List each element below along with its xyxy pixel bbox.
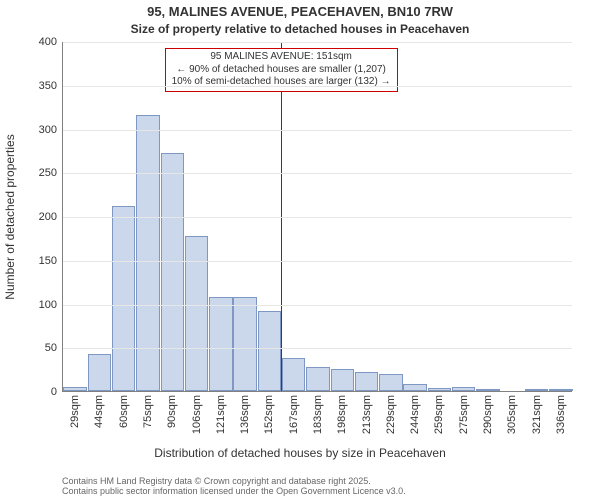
histogram-bar — [452, 387, 475, 391]
histogram-bar — [63, 387, 86, 391]
histogram-bar — [306, 367, 329, 392]
x-tick-label: 121sqm — [215, 395, 227, 434]
histogram-bar — [209, 297, 232, 392]
x-tick-label: 167sqm — [288, 395, 300, 434]
histogram-bar — [549, 389, 572, 391]
x-tick-label: 75sqm — [142, 395, 154, 428]
y-gridline — [63, 86, 572, 87]
x-tick-label: 198sqm — [336, 395, 348, 434]
x-tick-label: 336sqm — [555, 395, 567, 434]
x-tick-label: 152sqm — [263, 395, 275, 434]
plot-area: Number of detached properties 95 MALINES… — [62, 42, 572, 392]
histogram-bar — [233, 297, 256, 392]
x-tick-label: 305sqm — [506, 395, 518, 434]
y-gridline — [63, 348, 572, 349]
x-tick-label: 290sqm — [482, 395, 494, 434]
x-tick-label: 229sqm — [385, 395, 397, 434]
y-axis-label: Number of detached properties — [3, 134, 17, 299]
histogram-bar — [379, 374, 402, 392]
chart-subtitle: Size of property relative to detached ho… — [0, 22, 600, 36]
chart-title: 95, MALINES AVENUE, PEACEHAVEN, BN10 7RW — [0, 4, 600, 19]
x-tick-label: 106sqm — [191, 395, 203, 434]
x-tick-label: 244sqm — [409, 395, 421, 434]
histogram-bar — [258, 311, 281, 392]
y-tick-label: 150 — [39, 255, 63, 267]
y-tick-label: 300 — [39, 124, 63, 136]
histogram-bar — [282, 358, 305, 391]
histogram-bar — [88, 354, 111, 391]
y-gridline — [63, 217, 572, 218]
x-tick-label: 136sqm — [239, 395, 251, 434]
annotation-line: ← 90% of detached houses are smaller (1,… — [172, 64, 391, 77]
histogram-bar — [331, 369, 354, 391]
y-tick-label: 0 — [51, 386, 63, 398]
y-gridline — [63, 130, 572, 131]
y-tick-label: 400 — [39, 36, 63, 48]
annotation-line: 95 MALINES AVENUE: 151sqm — [172, 51, 391, 64]
y-tick-label: 100 — [39, 299, 63, 311]
y-gridline — [63, 305, 572, 306]
y-gridline — [63, 173, 572, 174]
y-tick-label: 50 — [45, 342, 63, 354]
histogram-bar — [161, 153, 184, 391]
histogram-bar — [428, 388, 451, 392]
x-tick-label: 90sqm — [166, 395, 178, 428]
histogram-bar — [136, 115, 159, 391]
y-tick-label: 350 — [39, 80, 63, 92]
histogram-chart: 95, MALINES AVENUE, PEACEHAVEN, BN10 7RW… — [0, 0, 600, 500]
y-gridline — [63, 42, 572, 43]
x-tick-label: 321sqm — [531, 395, 543, 434]
y-tick-label: 200 — [39, 211, 63, 223]
histogram-bar — [403, 384, 426, 391]
y-tick-label: 250 — [39, 167, 63, 179]
x-tick-label: 60sqm — [118, 395, 130, 428]
footer-attribution: Contains HM Land Registry data © Crown c… — [62, 476, 406, 496]
x-tick-label: 275sqm — [458, 395, 470, 434]
histogram-bar — [476, 389, 499, 391]
x-tick-label: 213sqm — [361, 395, 373, 434]
histogram-bar — [112, 206, 135, 392]
x-tick-label: 259sqm — [433, 395, 445, 434]
x-axis-label: Distribution of detached houses by size … — [0, 446, 600, 460]
x-tick-label: 29sqm — [69, 395, 81, 428]
histogram-bar — [355, 372, 378, 391]
x-tick-label: 44sqm — [93, 395, 105, 428]
histogram-bar — [185, 236, 208, 391]
y-gridline — [63, 261, 572, 262]
histogram-bar — [525, 389, 548, 391]
x-tick-label: 183sqm — [312, 395, 324, 434]
